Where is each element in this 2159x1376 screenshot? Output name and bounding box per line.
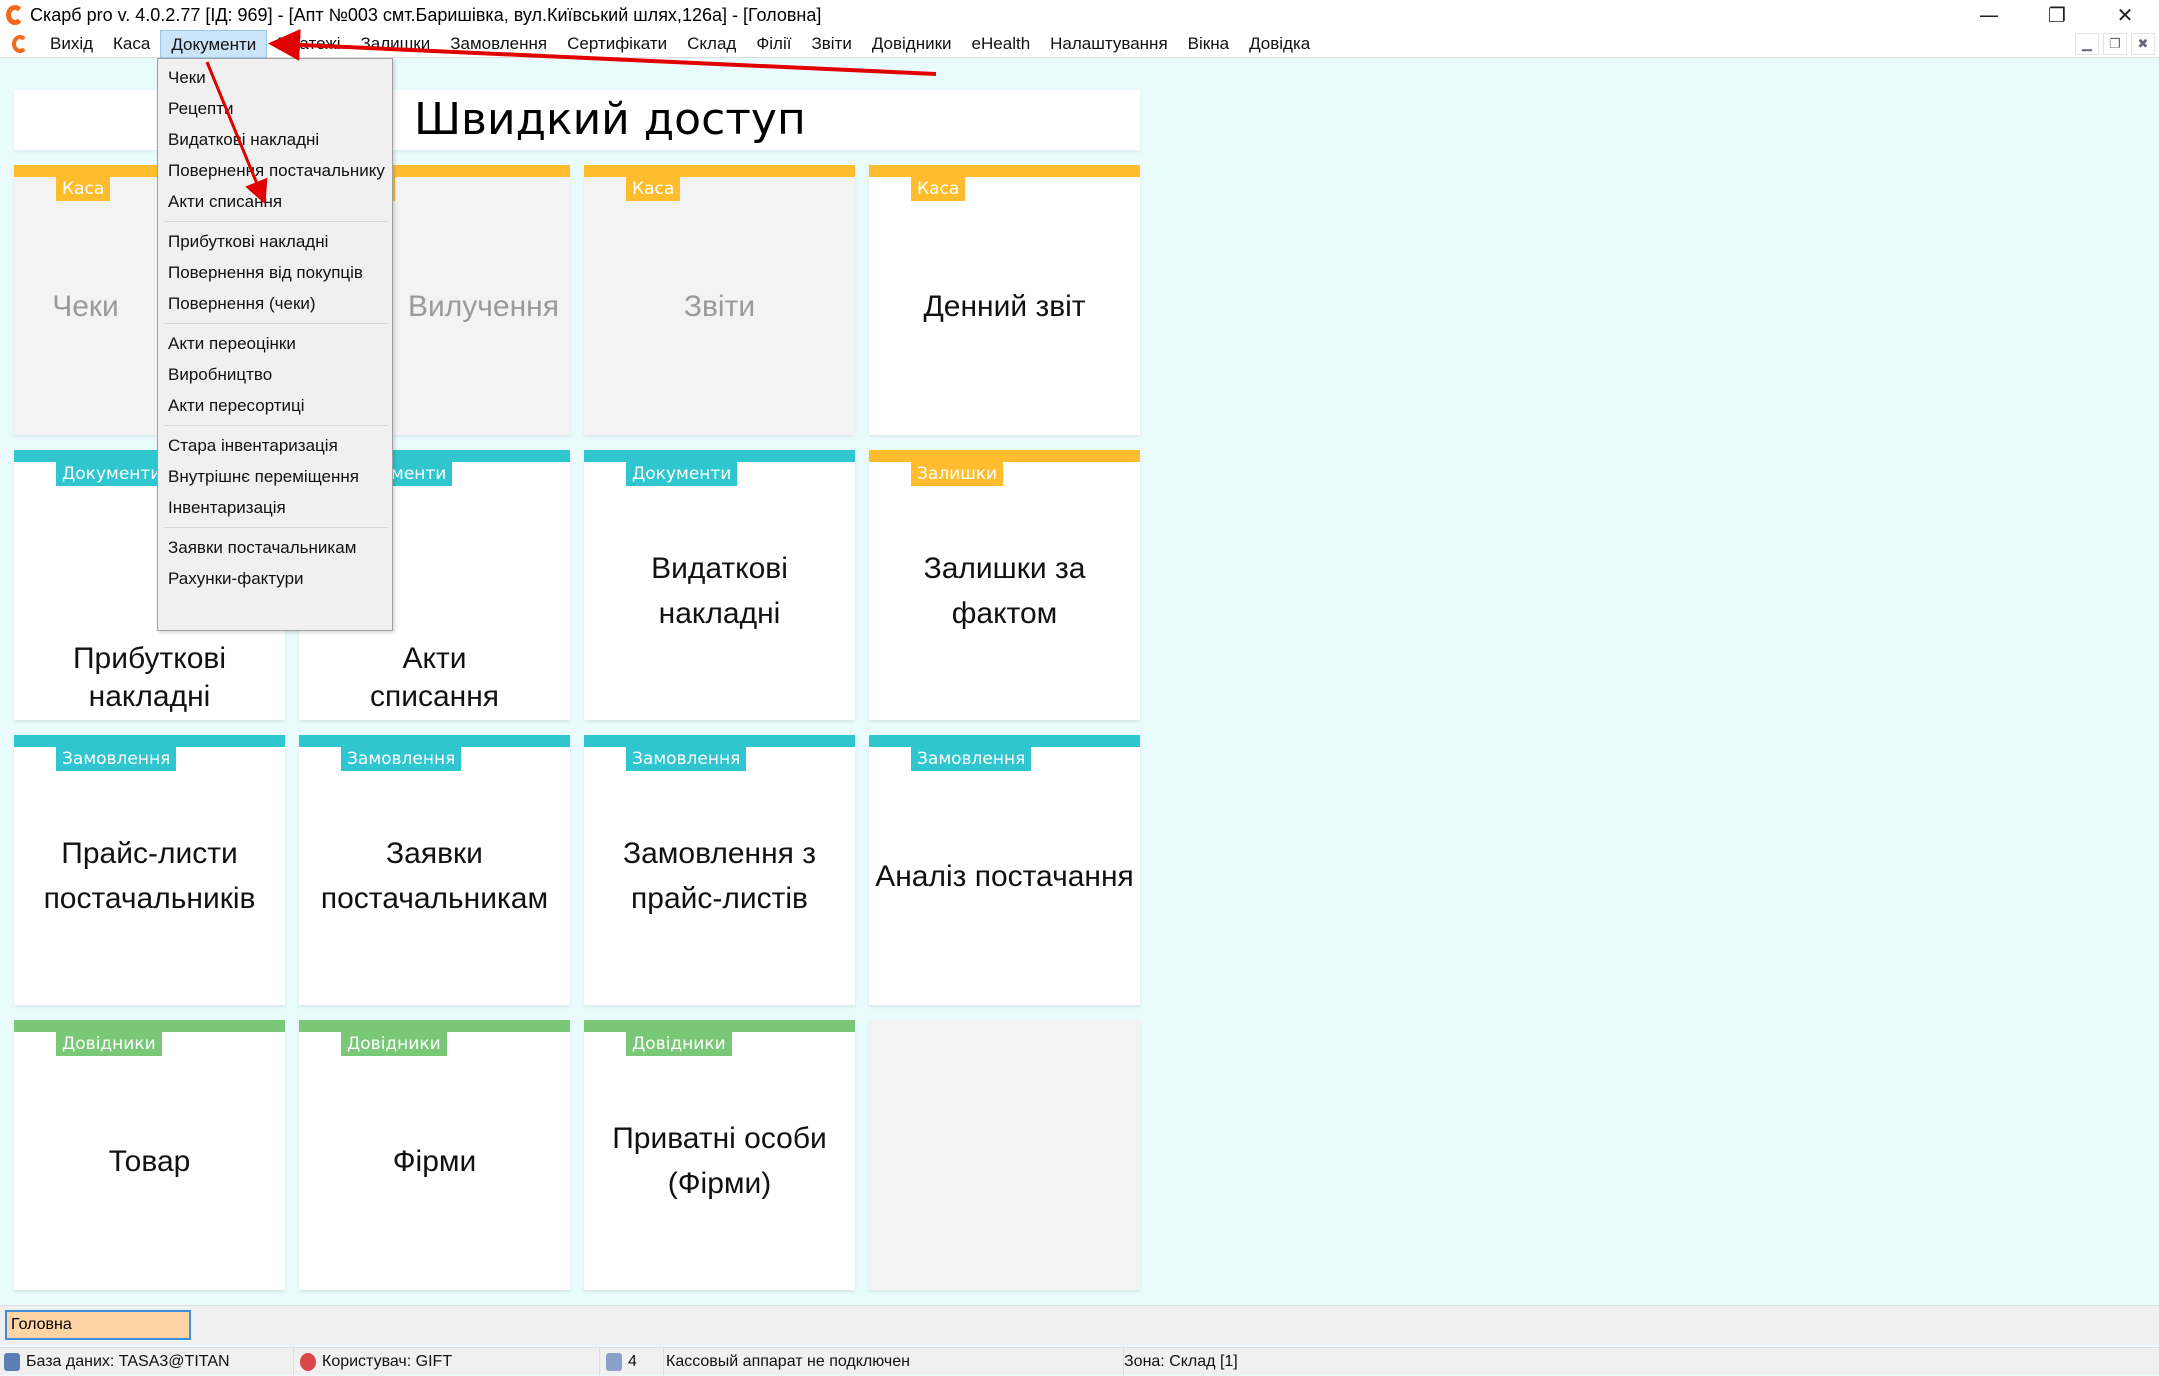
status-zone: Зона: Склад [1] — [1124, 1353, 1238, 1370]
menu-2[interactable]: Документи — [160, 29, 268, 58]
tile-category-tag: Замовлення — [56, 747, 177, 771]
quick-tile — [869, 1020, 1140, 1290]
tile-label: Чеки — [52, 289, 119, 323]
tile-category-tag: Каса — [911, 177, 966, 201]
tile-category-tag: Замовлення — [911, 747, 1032, 771]
mdi-close-icon[interactable]: ✖ — [2131, 33, 2155, 55]
menu-13[interactable]: Вікна — [1187, 33, 1230, 53]
dropdown-item[interactable]: Акти переоцінки — [168, 334, 296, 353]
window-tab-bar: Головна — [0, 1305, 2159, 1345]
mdi-minimize-icon[interactable]: ▁ — [2075, 33, 2099, 55]
status-bar: База даних: TASA3@TITAN Користувач: GIFT… — [0, 1347, 2159, 1376]
menu-3[interactable]: Платежі — [277, 33, 341, 53]
quick-tile[interactable]: Каса Звіти — [584, 165, 855, 435]
title-bar: Скарб pro v. 4.0.2.77 [ІД: 969] - [Апт №… — [0, 0, 2159, 30]
quick-tile[interactable]: Довідники Приватні особи (Фірми) — [584, 1020, 855, 1290]
status-user: Користувач: GIFT — [322, 1353, 453, 1370]
tile-label: Вилучення — [408, 289, 559, 323]
status-cash-register: Кассовый аппарат не подключен — [666, 1353, 910, 1370]
quick-tile[interactable]: Каса Денний звіт — [869, 165, 1140, 435]
tile-label: Замовлення з прайс-листів — [622, 837, 817, 915]
app-logo-icon — [12, 34, 28, 53]
menu-9[interactable]: Звіти — [811, 33, 852, 53]
dropdown-item[interactable]: Повернення постачальнику — [168, 161, 385, 180]
tile-label: Прибуткові накладні — [72, 642, 227, 713]
menu-bar: Вихід Каса Документи Платежі Залишки Замовлен… — [0, 29, 2159, 58]
quick-tile[interactable]: Замовлення Прайс-листи постачальників — [14, 735, 285, 1005]
tile-label: Товар — [108, 1144, 191, 1178]
tile-category-tag: Залишки — [911, 462, 1004, 486]
dropdown-item[interactable]: Виробництво — [168, 365, 273, 384]
mdi-restore-icon[interactable]: ❐ — [2103, 33, 2127, 55]
tile-category-tag: Документи — [626, 462, 738, 486]
app-logo-icon — [6, 5, 24, 25]
menu-11[interactable]: eHealth — [971, 33, 1031, 53]
tile-label: Прайс-листи постачальників — [43, 837, 256, 915]
connection-icon — [606, 1353, 622, 1371]
tile-label: Звіти — [683, 289, 756, 323]
menu-14[interactable]: Довідка — [1249, 33, 1311, 53]
tile-category-tag: Каса — [626, 177, 681, 201]
tile-label: Приватні особи (Фірми) — [612, 1122, 827, 1200]
status-database: База даних: TASA3@TITAN — [26, 1353, 230, 1370]
menu-separator — [164, 425, 388, 426]
status-count: 4 — [628, 1353, 637, 1370]
tile-category-tag: Каса — [56, 177, 111, 201]
menu-5[interactable]: Замовлення — [450, 33, 548, 53]
tile-category-tag: Довідники — [56, 1032, 162, 1056]
dropdown-item[interactable]: Внутрішнє переміщення — [168, 467, 359, 486]
tile-category-tag: Довідники — [341, 1032, 447, 1056]
dropdown-item[interactable]: Інвентаризація — [168, 498, 286, 517]
dropdown-item[interactable]: Повернення від покупців — [168, 263, 363, 282]
dropdown-item[interactable]: Акти пересортиці — [168, 396, 305, 415]
tile-category-tag: Довідники — [626, 1032, 732, 1056]
window-title: Скарб pro v. 4.0.2.77 [ІД: 969] - [Апт №… — [30, 4, 822, 25]
menu-10[interactable]: Довідники — [871, 33, 952, 53]
user-icon — [300, 1353, 316, 1371]
dropdown-item[interactable]: Акти списання — [168, 192, 283, 211]
quick-tile[interactable]: Залишки Залишки за фактом — [869, 450, 1140, 720]
dropdown-item[interactable]: Рахунки-фактури — [168, 569, 304, 588]
menu-1[interactable]: Каса — [113, 33, 151, 53]
quick-tile[interactable]: Документи Видаткові накладні — [584, 450, 855, 720]
database-icon — [4, 1353, 20, 1371]
tile-category-tag: Замовлення — [341, 747, 462, 771]
minimize-icon[interactable]: — — [1979, 3, 1999, 27]
dropdown-item[interactable]: Прибуткові накладні — [168, 232, 329, 251]
quick-tile[interactable]: Замовлення Заявки постачальникам — [299, 735, 570, 1005]
dropdown-item[interactable]: Стара інвентаризація — [168, 436, 338, 455]
menu-separator — [164, 221, 388, 222]
menu-0[interactable]: Вихід — [50, 33, 94, 53]
tile-label: Аналіз постачання — [875, 859, 1134, 893]
tile-label: Видаткові накладні — [651, 552, 788, 630]
tile-label: Фірми — [392, 1144, 477, 1178]
quick-tile[interactable]: Замовлення Аналіз постачання — [869, 735, 1140, 1005]
menu-8[interactable]: Філії — [756, 33, 792, 53]
menu-6[interactable]: Сертифікати — [567, 33, 668, 53]
tile-label: Залишки за фактом — [923, 552, 1086, 630]
documents-dropdown-menu: Чеки Рецепти Видаткові накладні Повернення … — [157, 58, 393, 631]
tile-category-tag: Замовлення — [626, 747, 747, 771]
tab-home[interactable]: Головна — [5, 1310, 191, 1340]
dropdown-item[interactable]: Заявки постачальникам — [168, 538, 357, 557]
close-icon[interactable]: ✕ — [2116, 3, 2134, 27]
tile-label: Заявки постачальникам — [320, 837, 549, 915]
menu-separator — [164, 323, 388, 324]
dropdown-item[interactable]: Чеки — [168, 68, 206, 87]
dropdown-item[interactable]: Рецепти — [168, 99, 234, 118]
quick-tile[interactable]: Замовлення Замовлення з прайс-листів — [584, 735, 855, 1005]
quick-tile[interactable]: Довідники Фірми — [299, 1020, 570, 1290]
tile-label: Денний звіт — [923, 289, 1086, 323]
dropdown-item[interactable]: Повернення (чеки) — [168, 294, 316, 313]
tile-category-tag: Документи — [56, 462, 168, 486]
restore-icon[interactable]: ❐ — [2048, 3, 2066, 27]
tile-label: Акти списання — [369, 642, 500, 713]
quick-tile[interactable]: Довідники Товар — [14, 1020, 285, 1290]
menu-separator — [164, 527, 388, 528]
dropdown-item[interactable]: Видаткові накладні — [168, 130, 320, 149]
page-title: Швидкий доступ — [414, 94, 806, 145]
menu-12[interactable]: Налаштування — [1050, 33, 1168, 53]
menu-7[interactable]: Склад — [687, 33, 737, 53]
menu-4[interactable]: Залишки — [360, 33, 431, 53]
